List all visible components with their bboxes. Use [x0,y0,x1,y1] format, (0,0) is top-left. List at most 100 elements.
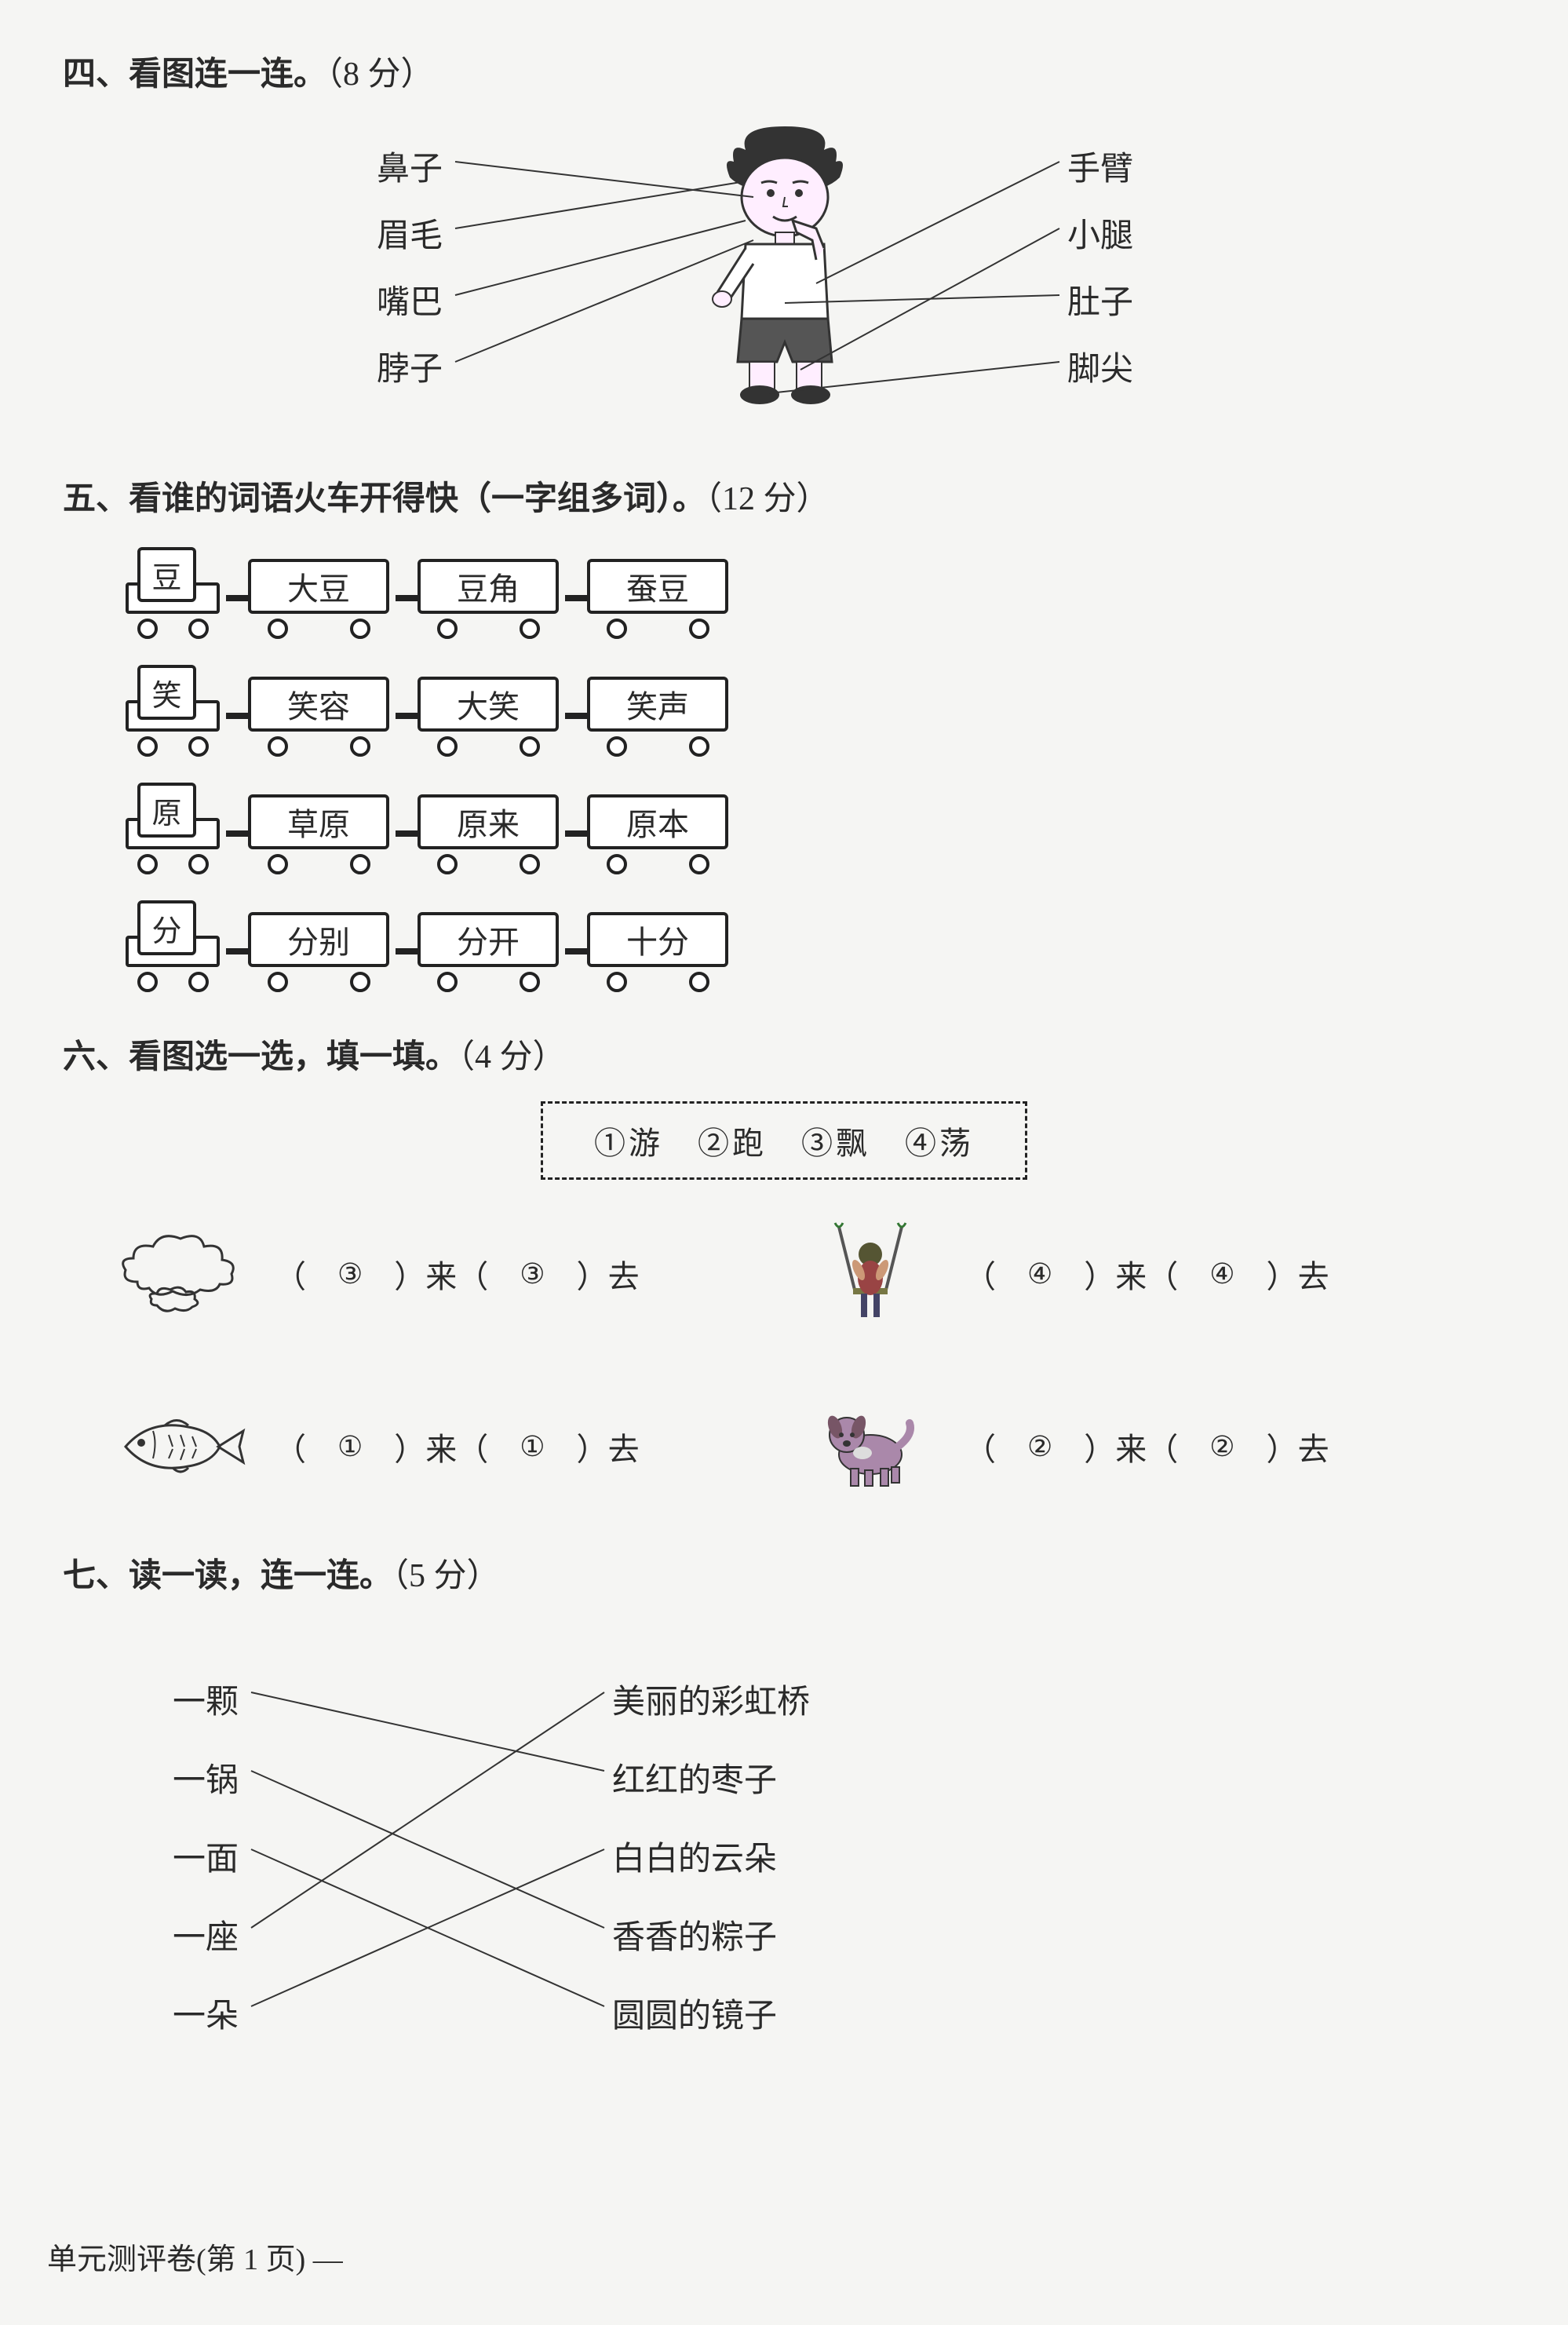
sec7-r3: 香香的粽子 [612,1911,777,1958]
engine-char: 分 [137,900,196,955]
ans-cloud-2: ③ [520,1257,545,1290]
sec4-diagram: 鼻子 眉毛 嘴巴 脖子 手臂 小腿 肚子 脚尖 [63,119,1505,433]
sec7-r1: 红红的枣子 [612,1754,777,1801]
ans-swing-1: ④ [1027,1257,1052,1290]
sec7-diagram: 一颗 一锅 一面 一座 一朵 美丽的彩虹桥 红红的枣子 白白的云朵 香香的粽子 … [63,1620,1505,2060]
train-engine: 分 [126,896,228,991]
ans-swing-2: ④ [1209,1257,1234,1290]
train-car: 原本 [587,779,736,873]
sec4-points: （8 分） [326,57,434,93]
label-arm: 手臂 [1067,142,1133,190]
label-mouth: 嘴巴 [377,276,443,323]
qu: 去 [608,1251,640,1297]
paren: ） [1052,1424,1115,1469]
sec7-l3: 一座 [173,1911,239,1958]
train-engine: 原 [126,779,228,873]
paren: （ [275,1424,337,1469]
train-row: 笑 笑容 大笑 笑声 [126,661,1505,755]
car-word: 草原 [248,794,389,849]
train-connector [396,830,419,837]
sec6-title: 六、看图选一选，填一填。（4 分） [63,1030,1505,1078]
cloud-icon [110,1219,251,1329]
sec4-lines [63,119,1240,433]
engine-char: 原 [137,783,196,838]
train-connector [396,595,419,601]
train-car: 分开 [418,896,567,991]
label-calf: 小腿 [1067,209,1133,257]
train-connector [565,948,589,954]
car-word: 原本 [587,794,728,849]
paren: ） [1235,1424,1298,1469]
sec6-options: ①游 ②跑 ③飘 ④荡 [541,1101,1027,1180]
sec4-title-text: 四、看图连一连。 [63,57,326,93]
sec6-item-cloud: （ ③ ）来（ ③ ）去 [110,1219,768,1329]
sec7-title-text: 七、读一读，连一连。 [63,1558,392,1594]
sec7-l0: 一颗 [173,1675,239,1723]
car-word: 大笑 [418,677,559,732]
sec7-r0: 美丽的彩虹桥 [612,1675,810,1723]
ans-cloud-1: ③ [337,1257,363,1290]
ans-dog-1: ② [1027,1430,1052,1463]
train-car: 原来 [418,779,567,873]
paren: ） [363,1251,425,1297]
train-engine: 笑 [126,661,228,755]
qu: 去 [1298,1251,1329,1297]
sec4-title: 四、看图连一连。（8 分） [63,47,1505,95]
train-connector [226,595,250,601]
sec7-r2: 白白的云朵 [612,1832,777,1880]
ans-fish-1: ① [337,1430,363,1463]
label-belly: 肚子 [1067,276,1133,323]
lai: 来 [425,1251,457,1297]
engine-char: 笑 [137,665,196,720]
section-7: 七、读一读，连一连。（5 分） 一颗 一锅 一面 一座 一朵 美丽的彩虹桥 红红… [63,1549,1505,2060]
sec6-grid: （ ③ ）来（ ③ ）去 （ ④ ）来（ ④ ）去 [110,1219,1458,1502]
paren: ） [363,1424,425,1469]
sec6-item-dog: （ ② ）来（ ② ）去 [800,1392,1458,1502]
car-word: 笑声 [587,677,728,732]
engine-char: 豆 [137,547,196,602]
train-car: 十分 [587,896,736,991]
section-4: 四、看图连一连。（8 分） 鼻子 眉毛 嘴巴 脖子 手臂 小腿 肚子 脚尖 [63,47,1505,433]
sec6-item-swing: （ ④ ）来（ ④ ）去 [800,1219,1458,1329]
lai: 来 [1115,1251,1147,1297]
train-car: 分别 [248,896,397,991]
train-row: 分 分别 分开 十分 [126,896,1505,991]
train-connector [565,713,589,719]
sec7-points: （5 分） [392,1558,500,1594]
train-connector [565,595,589,601]
paren: ） [545,1424,608,1469]
car-word: 大豆 [248,559,389,614]
sec6-points: （4 分） [458,1039,566,1075]
sec6-item-fish: （ ① ）来（ ① ）去 [110,1392,768,1502]
paren: （ [1147,1424,1209,1469]
paren: ） [1052,1251,1115,1297]
sec5-title: 五、看谁的词语火车开得快（一字组多词）。（12 分） [63,472,1505,520]
train-row: 原 草原 原来 原本 [126,779,1505,873]
page-footer: 单元测评卷(第 1 页) — [47,2235,343,2278]
qu: 去 [608,1424,640,1469]
train-connector [396,713,419,719]
section-5: 五、看谁的词语火车开得快（一字组多词）。（12 分） 豆 大豆 豆角 蚕豆 笑 … [63,472,1505,991]
train-car: 大笑 [418,661,567,755]
ans-dog-2: ② [1209,1430,1234,1463]
train-row: 豆 大豆 豆角 蚕豆 [126,543,1505,637]
paren: （ [1147,1251,1209,1297]
train-connector [226,948,250,954]
section-6: 六、看图选一选，填一填。（4 分） ①游 ②跑 ③飘 ④荡 （ ③ ）来（ ③ … [63,1030,1505,1502]
boy-icon [659,119,910,409]
label-neck: 脖子 [377,342,443,390]
label-nose: 鼻子 [377,142,443,190]
car-word: 笑容 [248,677,389,732]
dog-icon [800,1392,941,1502]
paren: （ [965,1424,1027,1469]
sec7-l2: 一面 [173,1832,239,1880]
label-toe: 脚尖 [1067,342,1133,390]
paren: ） [1235,1251,1298,1297]
train-connector [396,948,419,954]
qu: 去 [1298,1424,1329,1469]
sec7-l4: 一朵 [173,1989,239,2037]
sec6-title-text: 六、看图选一选，填一填。 [63,1039,458,1075]
paren: （ [275,1251,337,1297]
train-car: 笑容 [248,661,397,755]
train-car: 草原 [248,779,397,873]
